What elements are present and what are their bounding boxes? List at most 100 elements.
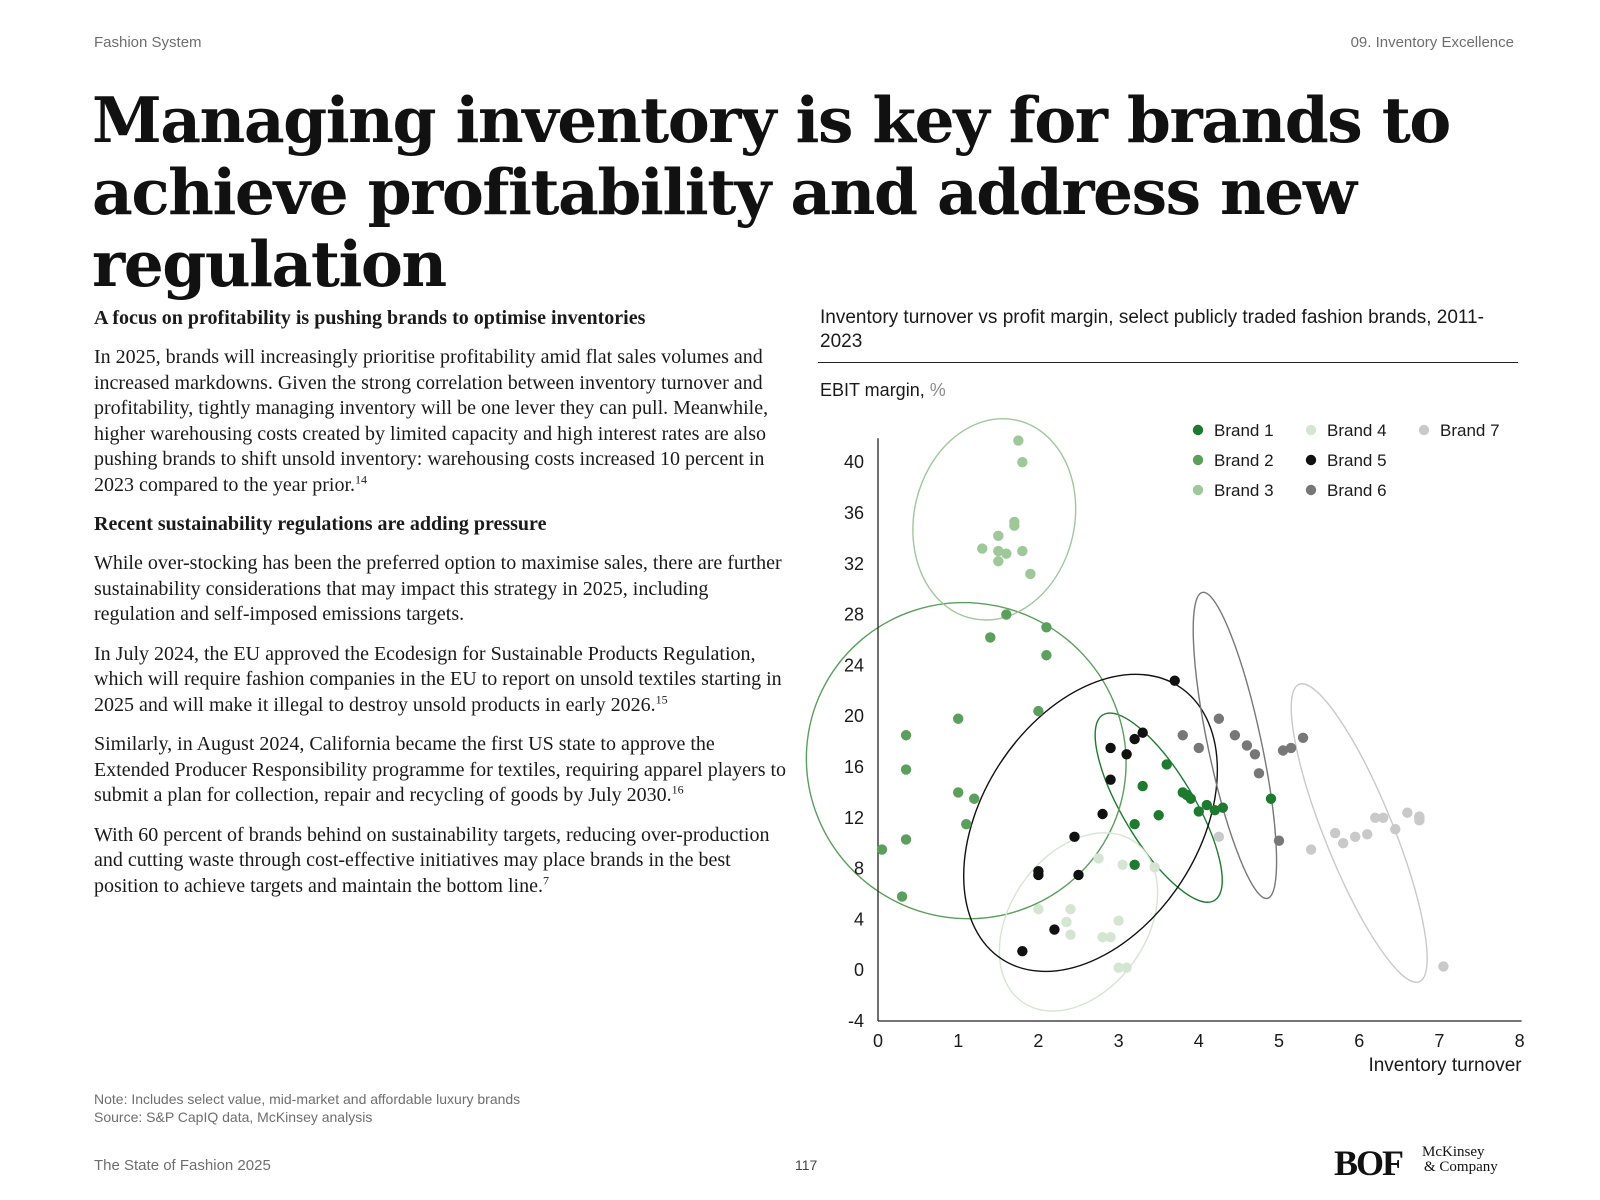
header-section-label: Fashion System — [94, 34, 202, 51]
page-number: 117 — [795, 1157, 818, 1173]
data-point-brand-5 — [1169, 675, 1180, 686]
data-point-brand-3 — [1017, 457, 1028, 468]
data-point-brand-4 — [1065, 904, 1076, 915]
footnote-ref: 14 — [355, 471, 368, 486]
data-point-brand-6 — [1297, 732, 1309, 743]
data-point-brand-2 — [900, 764, 912, 775]
footnote-ref: 16 — [671, 782, 684, 797]
data-point-brand-2 — [1041, 650, 1052, 661]
data-point-brand-2 — [1041, 622, 1052, 633]
data-point-brand-4 — [1113, 962, 1124, 973]
data-point-brand-4 — [1113, 915, 1124, 926]
cluster-ellipse-brand-2 — [805, 601, 1127, 920]
data-point-brand-1 — [1129, 859, 1140, 870]
y-axis-unit: % — [929, 380, 946, 400]
footnote-ref: 7 — [542, 872, 549, 887]
x-tick-label: 8 — [1515, 1031, 1525, 1051]
data-point-brand-2 — [876, 844, 888, 855]
y-tick-label: 4 — [854, 909, 864, 929]
y-tick-label: 12 — [844, 808, 864, 828]
data-point-brand-7 — [1390, 824, 1401, 835]
data-point-brand-7 — [1378, 812, 1389, 823]
y-axis-label: EBIT margin, % — [820, 380, 946, 400]
cluster-ellipse-brand-3 — [912, 418, 1077, 621]
y-tick-label: 28 — [844, 605, 864, 625]
note-text: Note: Includes select value, mid-market … — [94, 1091, 521, 1107]
legend-swatch-brand-6 — [1305, 484, 1317, 496]
body-paragraph: In July 2024, the EU approved the Ecodes… — [94, 642, 782, 716]
data-point-brand-4 — [1105, 931, 1116, 943]
legend-label-brand-3: Brand 3 — [1214, 481, 1274, 500]
data-point-brand-4 — [1033, 904, 1044, 915]
y-tick-label: -4 — [848, 1011, 864, 1031]
source-text: Source: S&P CapIQ data, McKinsey analysi… — [94, 1109, 373, 1125]
y-tick-label: 0 — [854, 960, 864, 980]
chart-legend: Brand 1 Brand 2 Brand 3 Brand 4 Brand 5 Brand… — [1192, 421, 1500, 500]
y-tick-label: 20 — [844, 706, 864, 726]
data-point-brand-3 — [977, 543, 988, 554]
publication-name: The State of Fashion 2025 — [94, 1157, 271, 1174]
data-point-brand-6 — [1285, 742, 1297, 754]
data-point-brand-6 — [1177, 730, 1188, 741]
x-tick-label: 7 — [1434, 1031, 1444, 1051]
data-point-brand-4 — [1061, 916, 1072, 928]
legend-label-brand-1: Brand 1 — [1214, 421, 1274, 440]
chart-title: Inventory turnover vs profit margin, sel… — [820, 307, 1484, 352]
legend-swatch-brand-2 — [1192, 454, 1204, 466]
data-point-brand-5 — [1105, 742, 1116, 754]
data-point-brand-5 — [1137, 727, 1148, 738]
x-tick-label: 5 — [1274, 1031, 1284, 1051]
data-point-brand-3 — [1017, 545, 1028, 557]
data-point-brand-7 — [1402, 807, 1413, 818]
bof-logo: BOF — [1334, 1143, 1404, 1183]
data-point-brand-6 — [1253, 768, 1265, 779]
data-point-brand-5 — [1073, 869, 1084, 881]
section-heading-profitability: A focus on profitability is pushing bran… — [94, 307, 646, 329]
chart-title-divider — [818, 362, 1518, 363]
data-point-brand-7 — [1349, 831, 1361, 843]
data-point-brand-1 — [1265, 793, 1277, 804]
data-point-brand-2 — [1001, 609, 1012, 620]
cluster-ellipses — [805, 418, 1428, 1012]
cluster-ellipse-brand-7 — [1290, 683, 1428, 984]
data-point-brand-4 — [1097, 931, 1108, 943]
data-point-brand-1 — [1217, 802, 1229, 813]
data-point-brand-3 — [1025, 568, 1036, 580]
data-point-brand-1 — [1193, 806, 1205, 817]
data-point-brand-5 — [1069, 831, 1080, 843]
data-point-brand-5 — [1121, 749, 1132, 760]
x-tick-label: 6 — [1354, 1031, 1364, 1051]
data-point-brand-4 — [1149, 862, 1160, 873]
body-text-column: A focus on profitability is pushing bran… — [94, 306, 794, 913]
data-point-brand-6 — [1241, 740, 1253, 751]
legend-swatch-brand-3 — [1192, 484, 1204, 496]
y-tick-label: 40 — [844, 452, 864, 472]
x-tick-label: 4 — [1194, 1031, 1204, 1051]
chart-note: Note: Includes select value, mid-market … — [94, 1090, 520, 1126]
data-point-brand-1 — [1209, 804, 1221, 816]
legend-label-brand-5: Brand 5 — [1327, 451, 1387, 470]
y-tick-label: 8 — [854, 859, 864, 879]
legend-label-brand-4: Brand 4 — [1327, 421, 1387, 440]
data-point-brand-5 — [1049, 924, 1060, 935]
data-points — [876, 435, 1449, 973]
data-point-brand-6 — [1193, 742, 1205, 754]
legend-label-brand-7: Brand 7 — [1440, 421, 1500, 440]
data-point-brand-6 — [1277, 745, 1289, 756]
cluster-ellipse-brand-5 — [963, 673, 1219, 973]
data-point-brand-1 — [1201, 799, 1213, 811]
legend-label-brand-6: Brand 6 — [1327, 481, 1387, 500]
section-heading-regulations: Recent sustainability regulations are ad… — [94, 513, 547, 535]
data-point-brand-7 — [1305, 844, 1317, 855]
data-point-brand-2 — [900, 730, 912, 741]
body-paragraph: Similarly, in August 2024, California be… — [94, 733, 787, 806]
data-point-brand-5 — [1033, 865, 1044, 877]
data-point-brand-7 — [1362, 829, 1373, 840]
footnote-ref: 15 — [655, 691, 668, 706]
data-point-brand-1 — [1181, 789, 1192, 801]
data-point-brand-2 — [953, 713, 964, 724]
data-point-brand-3 — [993, 530, 1004, 542]
data-point-brand-5 — [1129, 733, 1140, 745]
data-point-brand-2 — [1033, 705, 1044, 717]
cluster-ellipse-brand-1 — [1094, 712, 1223, 903]
